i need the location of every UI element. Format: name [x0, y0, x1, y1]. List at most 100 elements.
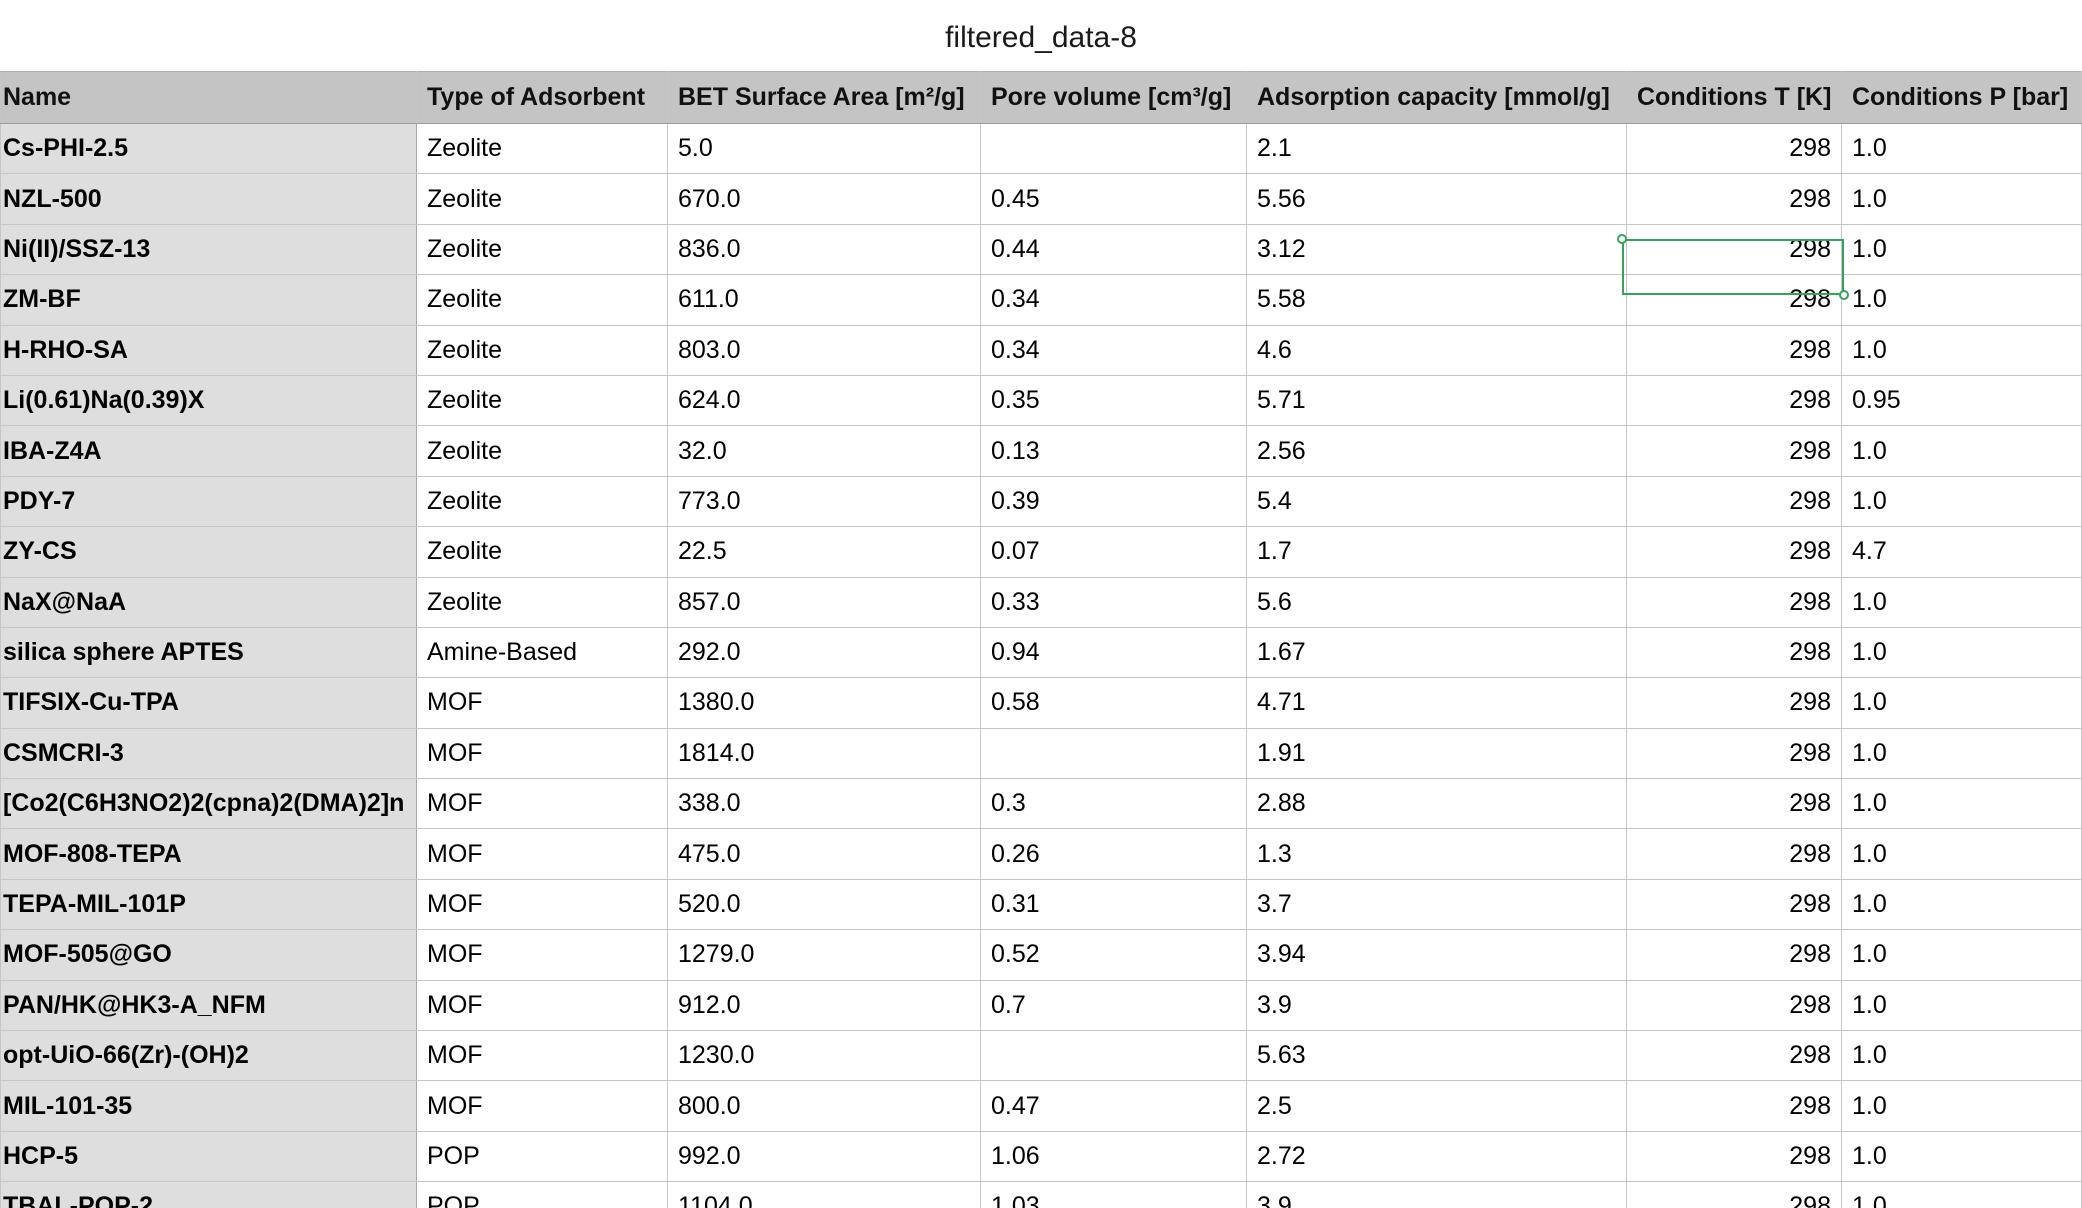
cell-adsorption-capacity[interactable]: 1.7	[1246, 526, 1627, 578]
cell-name[interactable]: [Co2(C6H3NO2)2(cpna)2(DMA)2]n	[0, 778, 417, 830]
cell-bet[interactable]: 1230.0	[667, 1030, 981, 1082]
cell-adsorption-capacity[interactable]: 5.63	[1246, 1030, 1627, 1082]
cell-name[interactable]: Cs-PHI-2.5	[0, 122, 417, 175]
cell-pore-volume[interactable]: 0.52	[980, 929, 1247, 981]
cell-pore-volume[interactable]: 0.33	[980, 576, 1247, 628]
cell-pressure[interactable]: 1.0	[1841, 1130, 2082, 1183]
cell-temperature[interactable]: 298	[1626, 1130, 1842, 1183]
cell-pore-volume[interactable]: 0.34	[980, 274, 1247, 326]
cell-pressure[interactable]: 1.0	[1841, 425, 2082, 477]
cell-bet[interactable]: 1814.0	[667, 727, 981, 780]
cell-name[interactable]: CSMCRI-3	[0, 727, 417, 780]
cell-adsorption-capacity[interactable]: 3.12	[1246, 223, 1627, 276]
cell-temperature[interactable]: 298	[1626, 626, 1842, 679]
cell-temperature[interactable]: 298	[1626, 1030, 1842, 1082]
cell-bet[interactable]: 1104.0	[667, 1181, 981, 1208]
cell-adsorption-capacity[interactable]: 3.9	[1246, 1181, 1627, 1208]
cell-adsorption-capacity[interactable]: 5.58	[1246, 274, 1627, 326]
cell-pressure[interactable]: 1.0	[1841, 274, 2082, 326]
column-header-pore-volume[interactable]: Pore volume [cm³/g]	[980, 71, 1247, 124]
cell-type[interactable]: Zeolite	[416, 526, 668, 578]
cell-type[interactable]: MOF	[416, 1030, 668, 1082]
cell-pore-volume[interactable]: 1.06	[980, 1130, 1247, 1183]
cell-bet[interactable]: 803.0	[667, 324, 981, 376]
cell-temperature[interactable]: 298	[1626, 979, 1842, 1032]
cell-adsorption-capacity[interactable]: 3.7	[1246, 878, 1627, 931]
cell-bet[interactable]: 1279.0	[667, 929, 981, 981]
cell-bet[interactable]: 32.0	[667, 425, 981, 477]
cell-pore-volume[interactable]	[980, 727, 1247, 780]
cell-type[interactable]: Zeolite	[416, 223, 668, 276]
cell-name[interactable]: MOF-808-TEPA	[0, 828, 417, 880]
cell-temperature[interactable]: 298	[1626, 526, 1842, 578]
cell-pore-volume[interactable]: 0.45	[980, 173, 1247, 225]
cell-bet[interactable]: 1380.0	[667, 677, 981, 729]
cell-pressure[interactable]: 1.0	[1841, 828, 2082, 880]
cell-pore-volume[interactable]: 0.44	[980, 223, 1247, 276]
cell-adsorption-capacity[interactable]: 5.56	[1246, 173, 1627, 225]
cell-temperature[interactable]: 298	[1626, 778, 1842, 830]
cell-temperature[interactable]: 298	[1626, 475, 1842, 528]
cell-pore-volume[interactable]: 0.34	[980, 324, 1247, 376]
cell-type[interactable]: MOF	[416, 727, 668, 780]
cell-pore-volume[interactable]	[980, 1030, 1247, 1082]
column-header-type[interactable]: Type of Adsorbent	[416, 71, 668, 124]
cell-temperature[interactable]: 298	[1626, 1181, 1842, 1208]
cell-adsorption-capacity[interactable]: 3.94	[1246, 929, 1627, 981]
cell-name[interactable]: ZM-BF	[0, 274, 417, 326]
cell-pressure[interactable]: 1.0	[1841, 929, 2082, 981]
cell-name[interactable]: NaX@NaA	[0, 576, 417, 628]
cell-name[interactable]: Li(0.61)Na(0.39)X	[0, 374, 417, 427]
cell-name[interactable]: TIFSIX-Cu-TPA	[0, 677, 417, 729]
cell-pore-volume[interactable]: 0.58	[980, 677, 1247, 729]
cell-name[interactable]: PDY-7	[0, 475, 417, 528]
cell-name[interactable]: MIL-101-35	[0, 1080, 417, 1132]
cell-adsorption-capacity[interactable]: 3.9	[1246, 979, 1627, 1032]
cell-adsorption-capacity[interactable]: 5.4	[1246, 475, 1627, 528]
cell-pore-volume[interactable]: 0.39	[980, 475, 1247, 528]
cell-type[interactable]: MOF	[416, 979, 668, 1032]
cell-temperature[interactable]: 298	[1626, 878, 1842, 931]
cell-name[interactable]: PAN/HK@HK3-A_NFM	[0, 979, 417, 1032]
column-header-adsorption-capacity[interactable]: Adsorption capacity [mmol/g]	[1246, 71, 1627, 124]
cell-pore-volume[interactable]	[980, 122, 1247, 175]
cell-pressure[interactable]: 1.0	[1841, 727, 2082, 780]
cell-type[interactable]: MOF	[416, 1080, 668, 1132]
cell-pressure[interactable]: 1.0	[1841, 223, 2082, 276]
cell-name[interactable]: IBA-Z4A	[0, 425, 417, 477]
cell-temperature[interactable]: 298	[1626, 1080, 1842, 1132]
cell-adsorption-capacity[interactable]: 4.6	[1246, 324, 1627, 376]
cell-bet[interactable]: 611.0	[667, 274, 981, 326]
cell-temperature[interactable]: 298	[1626, 576, 1842, 628]
cell-pore-volume[interactable]: 1.03	[980, 1181, 1247, 1208]
cell-temperature[interactable]: 298	[1626, 425, 1842, 477]
cell-pore-volume[interactable]: 0.3	[980, 778, 1247, 830]
cell-adsorption-capacity[interactable]: 1.3	[1246, 828, 1627, 880]
cell-temperature[interactable]: 298	[1626, 727, 1842, 780]
spreadsheet-grid[interactable]: Name Type of Adsorbent BET Surface Area …	[0, 71, 2082, 1208]
cell-type[interactable]: MOF	[416, 929, 668, 981]
cell-pressure[interactable]: 1.0	[1841, 1181, 2082, 1208]
cell-pressure[interactable]: 1.0	[1841, 979, 2082, 1032]
cell-pressure[interactable]: 1.0	[1841, 677, 2082, 729]
cell-type[interactable]: Zeolite	[416, 122, 668, 175]
cell-pore-volume[interactable]: 0.35	[980, 374, 1247, 427]
cell-pressure[interactable]: 1.0	[1841, 122, 2082, 175]
cell-type[interactable]: Zeolite	[416, 475, 668, 528]
column-header-bet[interactable]: BET Surface Area [m²/g]	[667, 71, 981, 124]
cell-temperature[interactable]: 298	[1626, 374, 1842, 427]
cell-temperature[interactable]: 298	[1626, 828, 1842, 880]
cell-type[interactable]: Zeolite	[416, 274, 668, 326]
cell-name[interactable]: ZY-CS	[0, 526, 417, 578]
cell-bet[interactable]: 857.0	[667, 576, 981, 628]
cell-pore-volume[interactable]: 0.94	[980, 626, 1247, 679]
cell-adsorption-capacity[interactable]: 2.72	[1246, 1130, 1627, 1183]
cell-temperature[interactable]: 298	[1626, 677, 1842, 729]
cell-pressure[interactable]: 1.0	[1841, 626, 2082, 679]
cell-pressure[interactable]: 1.0	[1841, 1080, 2082, 1132]
cell-adsorption-capacity[interactable]: 2.5	[1246, 1080, 1627, 1132]
cell-adsorption-capacity[interactable]: 1.91	[1246, 727, 1627, 780]
cell-type[interactable]: Amine-Based	[416, 626, 668, 679]
cell-name[interactable]: silica sphere APTES	[0, 626, 417, 679]
cell-pore-volume[interactable]: 0.07	[980, 526, 1247, 578]
